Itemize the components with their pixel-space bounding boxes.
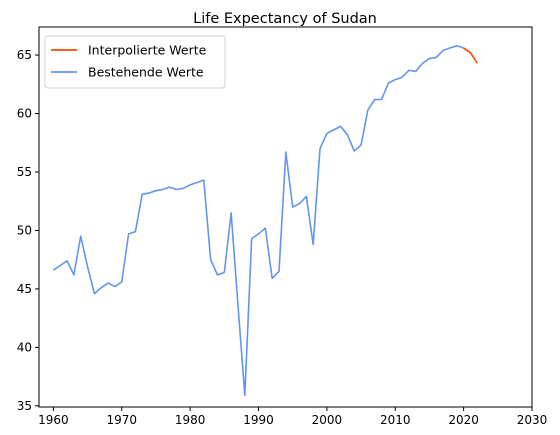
series-line-0 — [463, 47, 478, 64]
legend-label: Bestehende Werte — [88, 65, 204, 80]
x-axis: 1960 1970 1980 1990 2000 2010 2020 2030 — [38, 407, 547, 427]
y-tick-label: 65 — [17, 48, 32, 62]
plot-frame — [38, 26, 533, 408]
y-tick-label: 55 — [17, 165, 32, 179]
y-axis: 35 40 45 50 55 60 65 — [17, 48, 39, 413]
series-line-1 — [52, 44, 464, 397]
y-tick-label: 35 — [17, 399, 32, 413]
chart-title: Life Expectancy of Sudan — [193, 11, 377, 27]
x-tick-label: 1960 — [38, 413, 69, 427]
x-tick-label: 2030 — [517, 413, 548, 427]
y-tick-label: 60 — [17, 107, 32, 121]
series-layer — [52, 44, 478, 397]
legend: Interpolierte Werte Bestehende Werte — [44, 35, 226, 89]
x-tick-label: 2000 — [312, 413, 343, 427]
y-tick-label: 45 — [17, 282, 32, 296]
x-tick-label: 1970 — [106, 413, 137, 427]
y-tick-label: 50 — [17, 223, 32, 237]
y-tick-label: 40 — [17, 340, 32, 354]
x-tick-label: 1990 — [243, 413, 274, 427]
legend-box — [44, 35, 226, 89]
legend-label: Interpolierte Werte — [88, 43, 207, 58]
x-tick-label: 1980 — [175, 413, 206, 427]
x-tick-label: 2010 — [380, 413, 411, 427]
x-tick-label: 2020 — [448, 413, 479, 427]
